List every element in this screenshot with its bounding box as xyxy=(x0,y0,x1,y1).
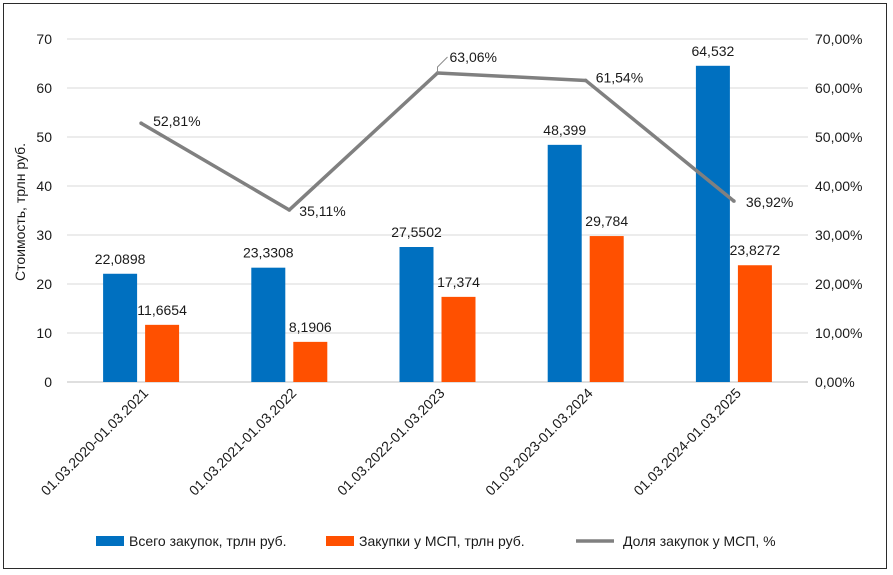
axes: 0 0,00% 10 10,00% 20 20,00% 30 30,00% 40 40,00% 50… xyxy=(36,31,862,499)
legend-label: Закупки у МСП, трлн руб. xyxy=(359,533,525,549)
line-data-label: 35,11% xyxy=(299,203,345,219)
bar xyxy=(441,296,476,382)
legend: Всего закупок, трлн руб. Закупки у МСП, т… xyxy=(96,533,776,549)
bar xyxy=(547,144,582,382)
y-tick-label: 30 xyxy=(36,227,52,243)
y2-tick-label: 60,00% xyxy=(815,80,862,96)
legend-label: Доля закупок у МСП, % xyxy=(623,533,776,549)
legend-label: Всего закупок, трлн руб. xyxy=(129,533,287,549)
y-tick-label: 50 xyxy=(36,129,52,145)
bar xyxy=(695,65,730,382)
x-category-label: 01.03.2024-01.03.2025 xyxy=(630,385,744,499)
x-category-label: 01.03.2020-01.03.2021 xyxy=(38,385,152,499)
label-leader-line xyxy=(437,56,448,74)
y-tick-label: 70 xyxy=(36,31,52,47)
bar-data-label: 23,8272 xyxy=(730,242,781,258)
bar xyxy=(589,236,624,382)
line-data-label: 63,06% xyxy=(450,49,497,65)
line-data-label: 52,81% xyxy=(153,113,200,129)
y-tick-label: 60 xyxy=(36,80,52,96)
gridlines xyxy=(67,38,808,383)
line-point xyxy=(732,199,736,203)
x-category-label: 01.03.2022-01.03.2023 xyxy=(334,385,448,499)
bar-data-label: 64,532 xyxy=(691,43,734,59)
y2-tick-label: 50,00% xyxy=(815,129,862,145)
y2-tick-label: 10,00% xyxy=(815,325,862,341)
bar xyxy=(103,273,138,382)
line-data-label: 36,92% xyxy=(746,194,793,210)
y-tick-label: 0 xyxy=(44,374,52,390)
line-point xyxy=(583,78,588,83)
y2-tick-label: 30,00% xyxy=(815,227,862,243)
line-point xyxy=(287,208,292,212)
y-tick-label: 20 xyxy=(36,276,52,292)
share-line-path xyxy=(140,71,736,212)
bar-data-label: 27,5502 xyxy=(391,224,442,240)
x-category-label: 01.03.2023-01.03.2024 xyxy=(482,385,596,499)
bar-data-label: 23,3308 xyxy=(243,245,294,261)
data-labels: 22,0898 23,3308 27,5502 48,399 64,532 11,6654… xyxy=(95,43,794,335)
y2-tick-label: 70,00% xyxy=(815,31,862,47)
legend-swatch xyxy=(96,536,124,546)
bar xyxy=(399,247,434,382)
bar-data-label: 8,1906 xyxy=(289,319,332,335)
bars xyxy=(103,65,772,382)
y-axis-title: Стоимость, трлн руб. xyxy=(12,143,28,281)
y2-tick-label: 20,00% xyxy=(815,276,862,292)
bar-data-label: 48,399 xyxy=(543,122,586,138)
y-tick-label: 40 xyxy=(36,178,52,194)
legend-swatch xyxy=(326,536,354,546)
y2-tick-label: 40,00% xyxy=(815,178,862,194)
bar-data-label: 17,374 xyxy=(437,274,480,290)
bar-data-label: 29,784 xyxy=(585,213,628,229)
bar xyxy=(251,267,286,382)
bar xyxy=(293,341,328,382)
bar-data-label: 11,6654 xyxy=(137,302,187,318)
bar-data-label: 22,0898 xyxy=(95,251,146,267)
bar xyxy=(145,324,180,382)
x-category-label: 01.03.2021-01.03.2022 xyxy=(186,385,300,499)
bar xyxy=(737,265,772,382)
line-data-label: 61,54% xyxy=(596,69,643,85)
y2-tick-label: 0,00% xyxy=(815,374,855,390)
y-tick-label: 10 xyxy=(36,325,52,341)
share-line xyxy=(139,56,736,212)
line-point xyxy=(139,121,143,126)
